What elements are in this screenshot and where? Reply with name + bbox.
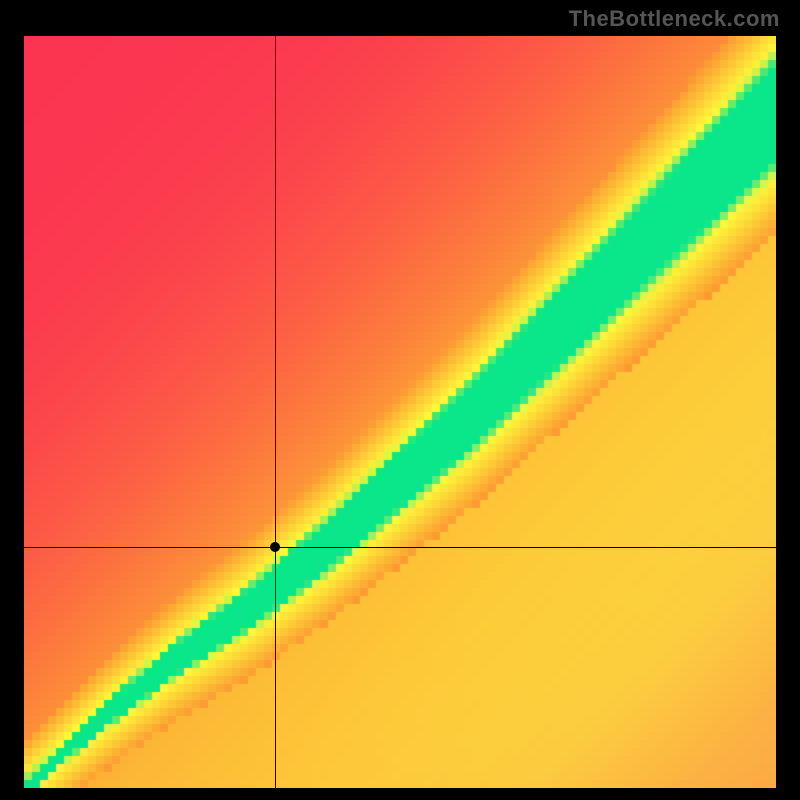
chart-container: TheBottleneck.com — [0, 0, 800, 800]
heatmap-plot — [24, 36, 776, 788]
watermark-text: TheBottleneck.com — [569, 6, 780, 32]
crosshair-marker — [270, 542, 280, 552]
crosshair-vertical — [275, 36, 276, 788]
heatmap-canvas — [24, 36, 776, 788]
crosshair-horizontal — [24, 547, 776, 548]
